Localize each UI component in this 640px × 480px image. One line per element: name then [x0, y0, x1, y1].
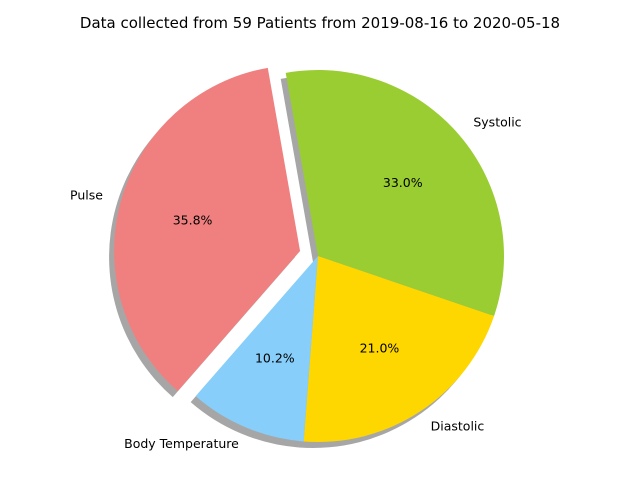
slice-labels: Pulse Body Temperature Diastolic Systolic	[70, 114, 522, 451]
slice-label-diastolic: Diastolic	[431, 418, 485, 433]
slice-label-body-temperature: Body Temperature	[124, 436, 239, 451]
slices	[114, 67, 504, 442]
slice-pulse	[114, 67, 301, 392]
percent-label-body-temperature: 10.2%	[255, 350, 295, 365]
percent-label-pulse: 35.8%	[173, 213, 213, 228]
slice-body-temperature	[195, 256, 318, 442]
slice-label-pulse: Pulse	[70, 188, 103, 203]
percent-labels: 35.8% 10.2% 21.0% 33.0%	[173, 175, 423, 366]
percent-label-systolic: 33.0%	[383, 175, 423, 190]
percent-label-diastolic: 21.0%	[360, 341, 400, 356]
chart-title: Data collected from 59 Patients from 201…	[80, 14, 560, 32]
slice-diastolic	[303, 256, 495, 442]
slice-systolic	[285, 69, 504, 316]
slice-label-systolic: Systolic	[473, 114, 521, 129]
